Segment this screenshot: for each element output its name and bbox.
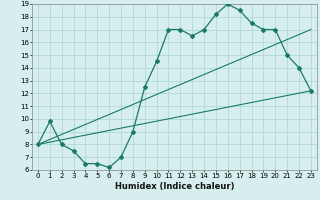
X-axis label: Humidex (Indice chaleur): Humidex (Indice chaleur) <box>115 182 234 191</box>
